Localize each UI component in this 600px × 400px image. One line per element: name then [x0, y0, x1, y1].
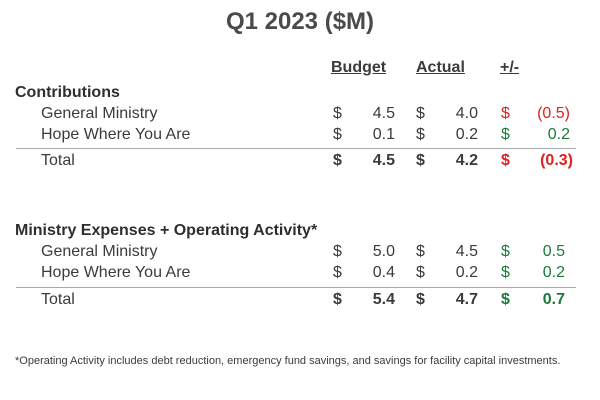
table-row: Hope Where You Are $ 0.4 $ 0.2 $ 0.2: [0, 264, 600, 286]
actual-value: 4.5: [455, 243, 478, 260]
budget-value: 0.4: [372, 264, 395, 281]
row-label: General Ministry: [41, 243, 158, 260]
budget-value: 0.1: [372, 126, 395, 143]
table-row: General Ministry $ 5.0 $ 4.5 $ 0.5: [0, 243, 600, 265]
actual-value: 0.2: [455, 264, 478, 281]
row-label: Hope Where You Are: [41, 264, 191, 281]
section-title-expenses: Ministry Expenses + Operating Activity*: [15, 222, 318, 239]
variance-currency: $: [501, 152, 510, 169]
actual-currency: $: [416, 243, 425, 260]
total-label: Total: [41, 291, 75, 308]
variance-currency: $: [501, 243, 510, 260]
total-label: Total: [41, 152, 75, 169]
section-title-contributions: Contributions: [15, 84, 120, 101]
table-row: Hope Where You Are $ 0.1 $ 0.2 $ 0.2: [0, 126, 600, 148]
budget-currency: $: [333, 105, 342, 122]
budget-total: 4.5: [372, 152, 395, 169]
row-label: General Ministry: [41, 105, 158, 122]
variance-currency: $: [501, 291, 510, 308]
table-row: General Ministry $ 4.5 $ 4.0 $ (0.5): [0, 105, 600, 127]
budget-value: 5.0: [372, 243, 395, 260]
header-budget: Budget: [331, 59, 387, 76]
budget-total: 5.4: [372, 291, 395, 308]
budget-currency: $: [333, 152, 342, 169]
budget-currency: $: [333, 264, 342, 281]
budget-currency: $: [333, 291, 342, 308]
budget-currency: $: [333, 243, 342, 260]
actual-currency: $: [416, 126, 425, 143]
page-title: Q1 2023 ($M): [225, 8, 375, 35]
actual-total: 4.7: [455, 291, 478, 308]
total-divider: [16, 148, 576, 149]
variance-value: (0.5): [537, 105, 570, 122]
variance-value: 0.2: [542, 264, 565, 281]
variance-total: (0.3): [540, 152, 573, 169]
header-variance: +/-: [500, 59, 520, 76]
variance-total: 0.7: [542, 291, 565, 308]
total-divider: [16, 287, 576, 288]
row-label: Hope Where You Are: [41, 126, 191, 143]
actual-value: 0.2: [455, 126, 478, 143]
total-row: Total $ 5.4 $ 4.7 $ 0.7: [0, 291, 600, 313]
variance-value: 0.5: [542, 243, 565, 260]
variance-currency: $: [501, 126, 510, 143]
actual-currency: $: [416, 152, 425, 169]
budget-currency: $: [333, 126, 342, 143]
actual-total: 4.2: [455, 152, 478, 169]
total-row: Total $ 4.5 $ 4.2 $ (0.3): [0, 152, 600, 174]
header-actual: Actual: [416, 59, 465, 76]
actual-value: 4.0: [455, 105, 478, 122]
actual-currency: $: [416, 105, 425, 122]
footnote: *Operating Activity includes debt reduct…: [15, 355, 561, 367]
budget-value: 4.5: [372, 105, 395, 122]
variance-currency: $: [501, 105, 510, 122]
actual-currency: $: [416, 264, 425, 281]
actual-currency: $: [416, 291, 425, 308]
variance-value: 0.2: [547, 126, 570, 143]
variance-currency: $: [501, 264, 510, 281]
